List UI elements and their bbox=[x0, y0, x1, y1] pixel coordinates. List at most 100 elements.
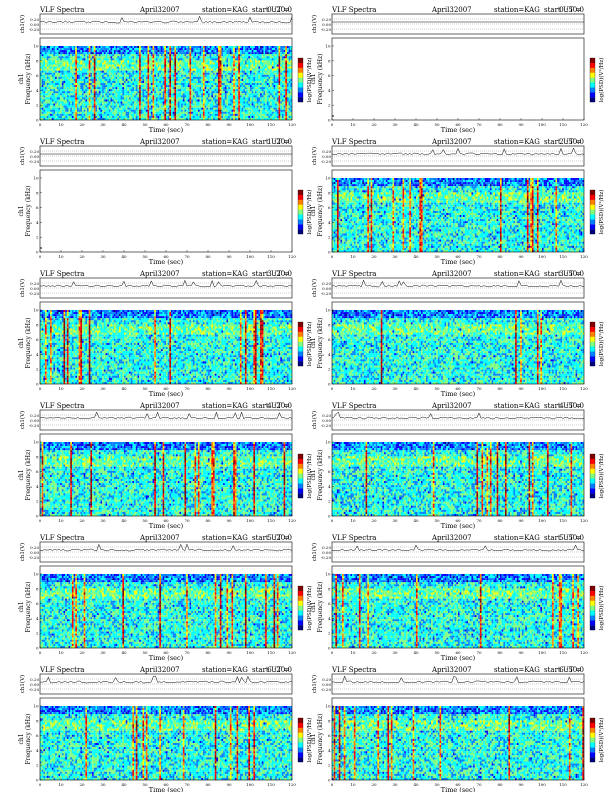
spectrogram-cell bbox=[276, 52, 279, 55]
spectrogram-cell bbox=[239, 89, 242, 92]
spectrogram-cell bbox=[244, 107, 247, 110]
spectrogram-cell bbox=[177, 72, 180, 75]
spectrogram-cell bbox=[281, 56, 284, 59]
spectrogram-cell bbox=[211, 109, 214, 112]
spectrogram-cell bbox=[115, 109, 118, 112]
spectrogram-cell bbox=[176, 85, 178, 88]
spectrogram-cell bbox=[238, 89, 240, 92]
spectrogram-cell bbox=[208, 78, 210, 81]
spectrogram-cell bbox=[229, 93, 232, 96]
spectrogram-cell bbox=[266, 87, 269, 90]
spectrogram-cell bbox=[253, 97, 256, 100]
spectrogram-cell bbox=[266, 48, 269, 51]
spectrogram-cell bbox=[288, 105, 291, 108]
spectrogram-cell bbox=[187, 85, 190, 88]
spectrogram-cell bbox=[145, 62, 148, 65]
spectrogram-cell bbox=[187, 83, 190, 86]
spectrogram-cell bbox=[179, 91, 182, 94]
spectrogram-cell bbox=[157, 62, 160, 65]
spectrogram-cell bbox=[258, 64, 261, 67]
spectrogram-cell bbox=[214, 89, 217, 92]
spectrogram-cell bbox=[233, 101, 235, 104]
spectrogram-cell bbox=[260, 78, 262, 81]
spectrogram-cell bbox=[71, 50, 74, 53]
spectrogram-cell bbox=[197, 99, 200, 102]
spectrogram-cell bbox=[92, 50, 94, 53]
spectrogram-cell bbox=[250, 111, 252, 114]
spectrogram-cell bbox=[127, 111, 130, 114]
spectrogram-cell bbox=[93, 70, 96, 73]
spectrogram-cell bbox=[48, 111, 51, 114]
spectrogram-cell bbox=[162, 48, 165, 51]
spectrogram-cell bbox=[88, 80, 91, 84]
spectrogram-cell bbox=[68, 101, 71, 104]
spectrogram-cell bbox=[164, 80, 167, 84]
spectrogram-cell bbox=[234, 107, 237, 110]
spectrogram-cell bbox=[118, 111, 121, 114]
spectrogram-cell bbox=[177, 93, 180, 96]
spectrogram-cell bbox=[250, 56, 252, 59]
spectrogram-cell bbox=[192, 48, 195, 51]
spectrogram-cell bbox=[53, 46, 56, 49]
spectrogram-cell bbox=[108, 103, 111, 106]
spectrogram-cell bbox=[97, 93, 99, 96]
spectrogram-cell bbox=[90, 64, 93, 67]
spectrogram-cell bbox=[45, 109, 47, 112]
spectrogram-cell bbox=[248, 62, 251, 65]
spectrogram-cell bbox=[275, 50, 277, 53]
spectrogram-cell bbox=[278, 54, 281, 57]
spectrogram-cell bbox=[90, 54, 93, 57]
spectrogram-cell bbox=[273, 50, 276, 53]
spectrogram-cell bbox=[209, 62, 212, 65]
spectrogram-cell bbox=[132, 52, 135, 55]
spectrogram-cell bbox=[162, 91, 165, 94]
spectrogram-cell bbox=[280, 66, 282, 69]
spectrogram-cell bbox=[83, 83, 86, 86]
spectrogram-cell bbox=[189, 99, 192, 102]
spectrogram-cell bbox=[160, 72, 163, 75]
spectrogram-cell bbox=[108, 78, 111, 81]
spectrogram-cell bbox=[226, 64, 229, 67]
spectrogram-cell bbox=[261, 66, 264, 69]
spectrogram-cell bbox=[155, 105, 158, 108]
spectrogram-cell bbox=[278, 48, 281, 51]
spectrogram-cell bbox=[196, 85, 198, 88]
spectrogram-cell bbox=[176, 62, 178, 65]
spectrogram-cell bbox=[248, 78, 251, 81]
spectrogram-cell bbox=[50, 97, 52, 100]
spectrogram-cell bbox=[105, 66, 108, 69]
spectrogram-cell bbox=[250, 101, 252, 104]
spectrogram-cell bbox=[71, 109, 74, 112]
spectrogram-cell bbox=[244, 46, 247, 49]
spectrogram-cell bbox=[134, 103, 136, 106]
spectrogram-cell bbox=[265, 99, 267, 102]
spectrogram-cell bbox=[263, 68, 266, 71]
spectrogram-cell bbox=[152, 97, 155, 100]
spectrogram-cell bbox=[265, 70, 267, 73]
spectrogram-cell bbox=[130, 107, 133, 110]
spectrogram-cell bbox=[160, 66, 163, 69]
spectrogram-cell bbox=[155, 101, 158, 104]
spectrogram-cell bbox=[61, 111, 64, 114]
spectrogram-cell bbox=[211, 87, 214, 90]
spectrogram-cell bbox=[154, 80, 156, 84]
spectrogram-cell bbox=[174, 58, 177, 61]
spectrogram-cell bbox=[182, 103, 185, 106]
spectrogram-cell bbox=[204, 101, 207, 104]
spectrogram-cell bbox=[85, 103, 88, 106]
spectrogram-cell bbox=[41, 80, 44, 84]
spectrogram-cell bbox=[98, 52, 101, 55]
spectrogram-cell bbox=[56, 107, 59, 110]
spectrogram-cell bbox=[48, 62, 51, 65]
spectrogram-cell bbox=[51, 85, 54, 88]
spectrogram-cell bbox=[219, 48, 222, 51]
spectrogram-cell bbox=[261, 87, 264, 90]
spectrogram-cell bbox=[209, 48, 212, 51]
spectrogram-cell bbox=[285, 72, 288, 75]
spectrogram-cell bbox=[75, 56, 78, 59]
spectrogram-cell bbox=[218, 105, 220, 108]
spectrogram-cell bbox=[135, 97, 138, 100]
spectrogram-cell bbox=[214, 62, 217, 65]
spectrogram-cell bbox=[80, 83, 83, 86]
spectrogram-cell bbox=[265, 76, 267, 79]
